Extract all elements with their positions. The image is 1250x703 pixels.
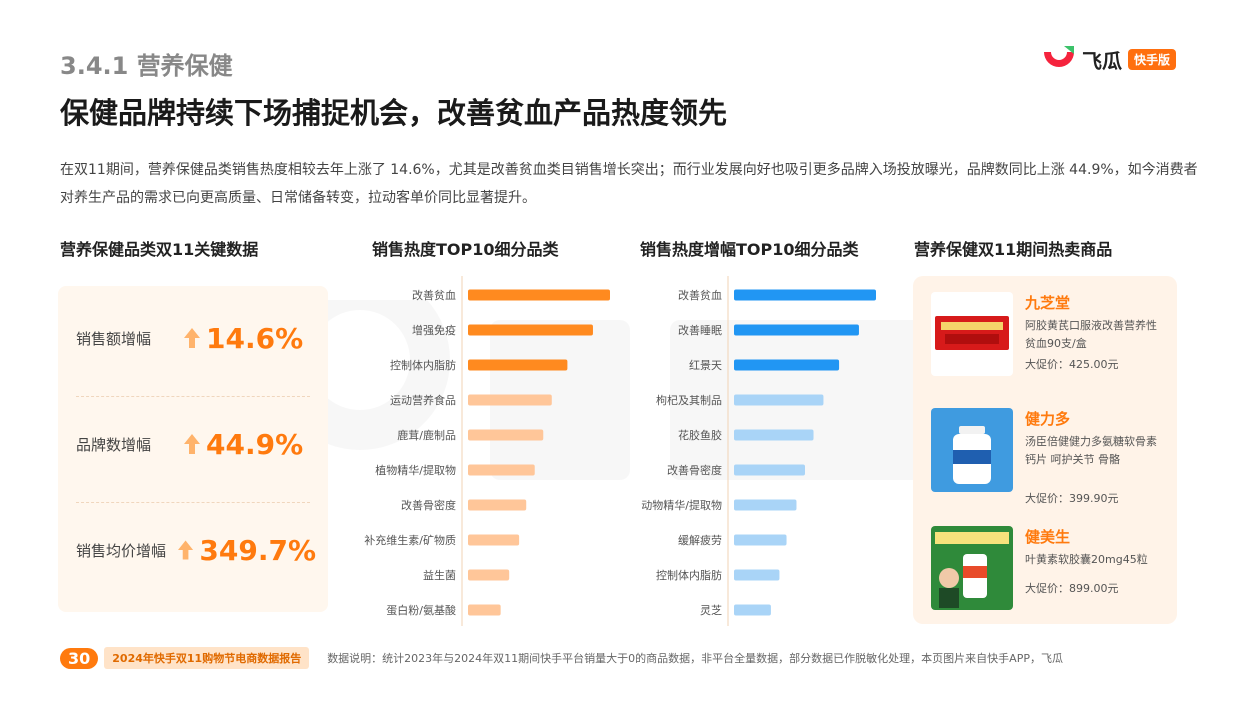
melon-logo-icon (1044, 46, 1074, 67)
product-image (931, 526, 1013, 610)
report-tag: 2024年快手双11购物节电商数据报告 (104, 647, 310, 669)
kpi-label: 品牌数增幅 (76, 435, 152, 454)
kpi-label: 销售均价增幅 (76, 541, 167, 560)
bar (734, 359, 840, 371)
bar (468, 359, 568, 371)
product-desc: 汤臣倍健健力多氨糖软骨素钙片 呵护关节 骨骼 (1025, 435, 1157, 466)
category-label: 增强免疫 (412, 323, 456, 337)
product-brand: 九芝堂 (1025, 294, 1071, 312)
category-label: 灵芝 (700, 604, 722, 617)
product-box-icon (931, 292, 1013, 376)
bar (468, 324, 593, 336)
category-label: 鹿茸/鹿制品 (397, 428, 456, 442)
arrow-up-icon (184, 328, 200, 348)
product-card[interactable]: 健美生 叶黄素软胶囊20mg45粒 大促价：899.00元 (931, 526, 1171, 626)
category-label: 运动营养食品 (390, 393, 456, 407)
category-label: 红景天 (689, 359, 722, 372)
category-label: 改善贫血 (678, 288, 722, 302)
kpi-label: 销售额增幅 (76, 329, 152, 348)
bar (734, 499, 797, 511)
product-image (931, 292, 1013, 376)
chart0-svg: 改善贫血增强免疫控制体内脂肪运动营养食品鹿茸/鹿制品植物精华/提取物改善骨密度补… (364, 276, 610, 626)
category-label: 动物精华/提取物 (641, 498, 722, 512)
kpi-panel: 销售额增幅 14.6% 品牌数增幅 44.9% 销售均价增幅 349.7% (58, 286, 328, 612)
product-brand: 健美生 (1025, 528, 1071, 546)
product-price: 大促价：399.90元 (1025, 492, 1119, 505)
footer: 30 2024年快手双11购物节电商数据报告 数据说明：统计2023年与2024… (60, 647, 1063, 669)
category-label: 改善贫血 (412, 288, 456, 302)
chart-sales-heat-top10: 改善贫血增强免疫控制体内脂肪 运动营养食品鹿茸/鹿制品植物精华/提取物改善骨密度补… (340, 276, 610, 626)
category-label: 益生菌 (423, 568, 456, 582)
category-label: 蛋白粉/氨基酸 (386, 603, 456, 617)
bar (468, 289, 610, 301)
category-label: 改善骨密度 (667, 463, 722, 477)
chart-heat-growth-top10: 改善贫血改善睡眠红景天枸杞及其制品花胶鱼胶改善骨密度动物精华/提取物缓解疲劳控制… (606, 276, 876, 626)
category-label: 花胶鱼胶 (678, 428, 722, 442)
hot-products-panel: 九芝堂 阿胶黄芪口服液改善营养性贫血90支/盒 大促价：425.00元 健力多 … (913, 276, 1177, 624)
kpi-value: 44.9% (206, 427, 304, 461)
bar (734, 464, 805, 476)
kpi-row: 品牌数增幅 44.9% (76, 414, 316, 474)
kpi-value: 14.6% (206, 321, 304, 355)
product-bottle-icon (931, 408, 1013, 492)
page-number: 30 (60, 647, 99, 669)
kpi-column-title: 营养保健品类双11关键数据 (60, 240, 259, 259)
category-label: 枸杞及其制品 (656, 393, 722, 407)
bar (468, 499, 527, 511)
chart1-column-title: 销售热度TOP10细分品类 (372, 240, 559, 259)
divider (76, 502, 310, 503)
category-label: 控制体内脂肪 (390, 358, 456, 372)
bar (468, 534, 520, 546)
intro-paragraph: 在双11期间，营养保健品类销售热度相较去年上涨了 14.6%，尤其是改善贫血类目… (60, 162, 1198, 206)
bar (468, 569, 510, 581)
products-column-title: 营养保健双11期间热卖商品 (914, 240, 1113, 259)
arrow-up-icon (184, 434, 200, 454)
bar (734, 569, 780, 581)
bar (734, 429, 814, 441)
kpi-row: 销售额增幅 14.6% (76, 308, 316, 368)
category-label: 植物精华/提取物 (375, 463, 456, 477)
product-image (931, 408, 1013, 492)
chart2-column-title: 销售热度增幅TOP10细分品类 (640, 240, 859, 259)
data-note: 数据说明：统计2023年与2024年双11期间快手平台销量大于0的商品数据，非平… (327, 652, 1063, 665)
product-desc: 阿胶黄芪口服液改善营养性贫血90支/盒 (1025, 319, 1157, 350)
brand-logo: 飞瓜 快手版 (1040, 44, 1177, 74)
bar (734, 289, 876, 301)
product-brand: 健力多 (1025, 410, 1071, 428)
category-label: 补充维生素/矿物质 (364, 533, 456, 547)
product-card[interactable]: 九芝堂 阿胶黄芪口服液改善营养性贫血90支/盒 大促价：425.00元 (931, 292, 1171, 392)
divider (76, 396, 310, 397)
product-promo-icon (931, 526, 1013, 610)
category-label: 改善睡眠 (678, 323, 722, 337)
bar (468, 604, 501, 616)
section-number: 3.4.1 营养保健 (60, 52, 233, 80)
category-label: 缓解疲劳 (678, 533, 722, 547)
product-price: 大促价：425.00元 (1025, 358, 1119, 371)
bar (734, 604, 771, 616)
category-label: 控制体内脂肪 (656, 568, 722, 582)
logo-text: 飞瓜 (1082, 48, 1122, 73)
kpi-value: 349.7% (199, 533, 316, 567)
product-card[interactable]: 健力多 汤臣倍健健力多氨糖软骨素钙片 呵护关节 骨骼 大促价：399.90元 (931, 408, 1171, 508)
product-desc: 叶黄素软胶囊20mg45粒 (1025, 553, 1148, 566)
bar (468, 394, 552, 406)
bar (734, 394, 824, 406)
product-price: 大促价：899.00元 (1025, 582, 1119, 595)
bar (734, 534, 787, 546)
logo-badge: 快手版 (1128, 48, 1177, 70)
arrow-up-icon (178, 540, 194, 560)
chart1-svg: 改善贫血改善睡眠红景天枸杞及其制品花胶鱼胶改善骨密度动物精华/提取物缓解疲劳控制… (641, 276, 876, 626)
bar (734, 324, 859, 336)
bar (468, 464, 535, 476)
category-label: 改善骨密度 (401, 498, 456, 512)
bar (468, 429, 544, 441)
page-title: 保健品牌持续下场捕捉机会，改善贫血产品热度领先 (60, 96, 728, 130)
kpi-row: 销售均价增幅 349.7% (76, 520, 316, 580)
